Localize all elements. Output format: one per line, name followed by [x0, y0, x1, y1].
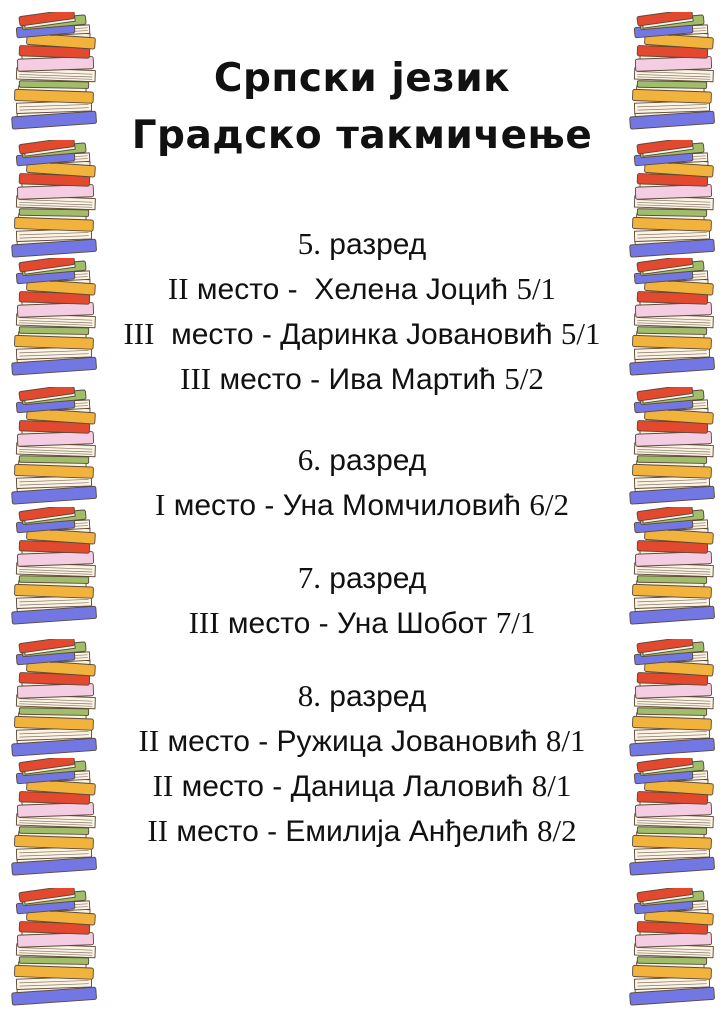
place-numeral: II	[138, 723, 160, 758]
place-numeral: III	[188, 605, 220, 640]
place-numeral: II	[152, 768, 174, 803]
winner-text: место - Ива Мартић	[211, 363, 505, 396]
grade-number: 5.	[297, 226, 321, 261]
class-ref: 5/2	[504, 361, 544, 396]
result-line: III место - Даринка Јовановић 5/1	[82, 312, 642, 357]
book-stack-icon	[626, 888, 718, 1006]
grade-number: 6.	[297, 442, 321, 477]
grade-label: разред	[320, 444, 427, 477]
class-ref: 6/2	[529, 487, 569, 522]
section-grade-5: 5. разред II место - Хелена Јоцић 5/1 II…	[82, 222, 642, 402]
result-line: I место - Уна Момчиловић 6/2	[82, 483, 642, 528]
section-grade-6: 6. разред I место - Уна Момчиловић 6/2	[82, 438, 642, 528]
winner-text: место - Емилија Анђелић	[168, 815, 537, 848]
grade-label: разред	[320, 680, 427, 713]
place-numeral: III	[180, 361, 212, 396]
winner-text: место - Ружица Јовановић	[159, 725, 546, 758]
winner-text: место - Уна Шобот	[219, 607, 496, 640]
grade-number: 7.	[297, 560, 321, 595]
place-numeral: II	[167, 271, 189, 306]
poster-content: Српски језик Градско такмичење 5. разред…	[82, 0, 642, 854]
place-numeral: III	[123, 316, 155, 351]
title-line-1: Српски језик	[213, 56, 511, 101]
winner-text: место - Уна Момчиловић	[165, 489, 530, 522]
winner-text: место - Даница Лаловић	[173, 770, 532, 803]
grade-heading: 8. разред	[82, 674, 642, 719]
grade-heading: 7. разред	[82, 556, 642, 601]
result-line: III место - Ива Мартић 5/2	[82, 357, 642, 402]
grade-heading: 5. разред	[82, 222, 642, 267]
class-ref: 8/1	[545, 723, 586, 758]
section-grade-8: 8. разред II место - Ружица Јовановић 8/…	[82, 674, 642, 854]
result-line: II место - Емилија Анђелић 8/2	[82, 809, 642, 854]
class-ref: 8/1	[531, 768, 572, 803]
section-grade-7: 7. разред III место - Уна Шобот 7/1	[82, 556, 642, 646]
book-stack-icon	[8, 888, 100, 1006]
winner-text: место - Хелена Јоцић	[188, 273, 517, 306]
grade-heading: 6. разред	[82, 438, 642, 483]
result-line: II место - Даница Лаловић 8/1	[82, 764, 642, 809]
class-ref: 7/1	[495, 605, 536, 640]
result-line: III место - Уна Шобот 7/1	[82, 601, 642, 646]
place-numeral: II	[147, 813, 169, 848]
grade-label: разред	[320, 562, 427, 595]
title-line-2: Градско такмичење	[131, 113, 593, 158]
class-ref: 5/1	[516, 271, 557, 306]
class-ref: 5/1	[560, 316, 601, 351]
class-ref: 8/2	[537, 813, 577, 848]
page-title: Српски језик Градско такмичење	[82, 50, 642, 164]
result-line: II место - Ружица Јовановић 8/1	[82, 719, 642, 764]
result-line: II место - Хелена Јоцић 5/1	[82, 267, 642, 312]
place-numeral: I	[155, 487, 166, 522]
grade-number: 8.	[297, 678, 321, 713]
winner-text: место - Даринка Јовановић	[154, 318, 561, 351]
grade-label: разред	[320, 228, 427, 261]
